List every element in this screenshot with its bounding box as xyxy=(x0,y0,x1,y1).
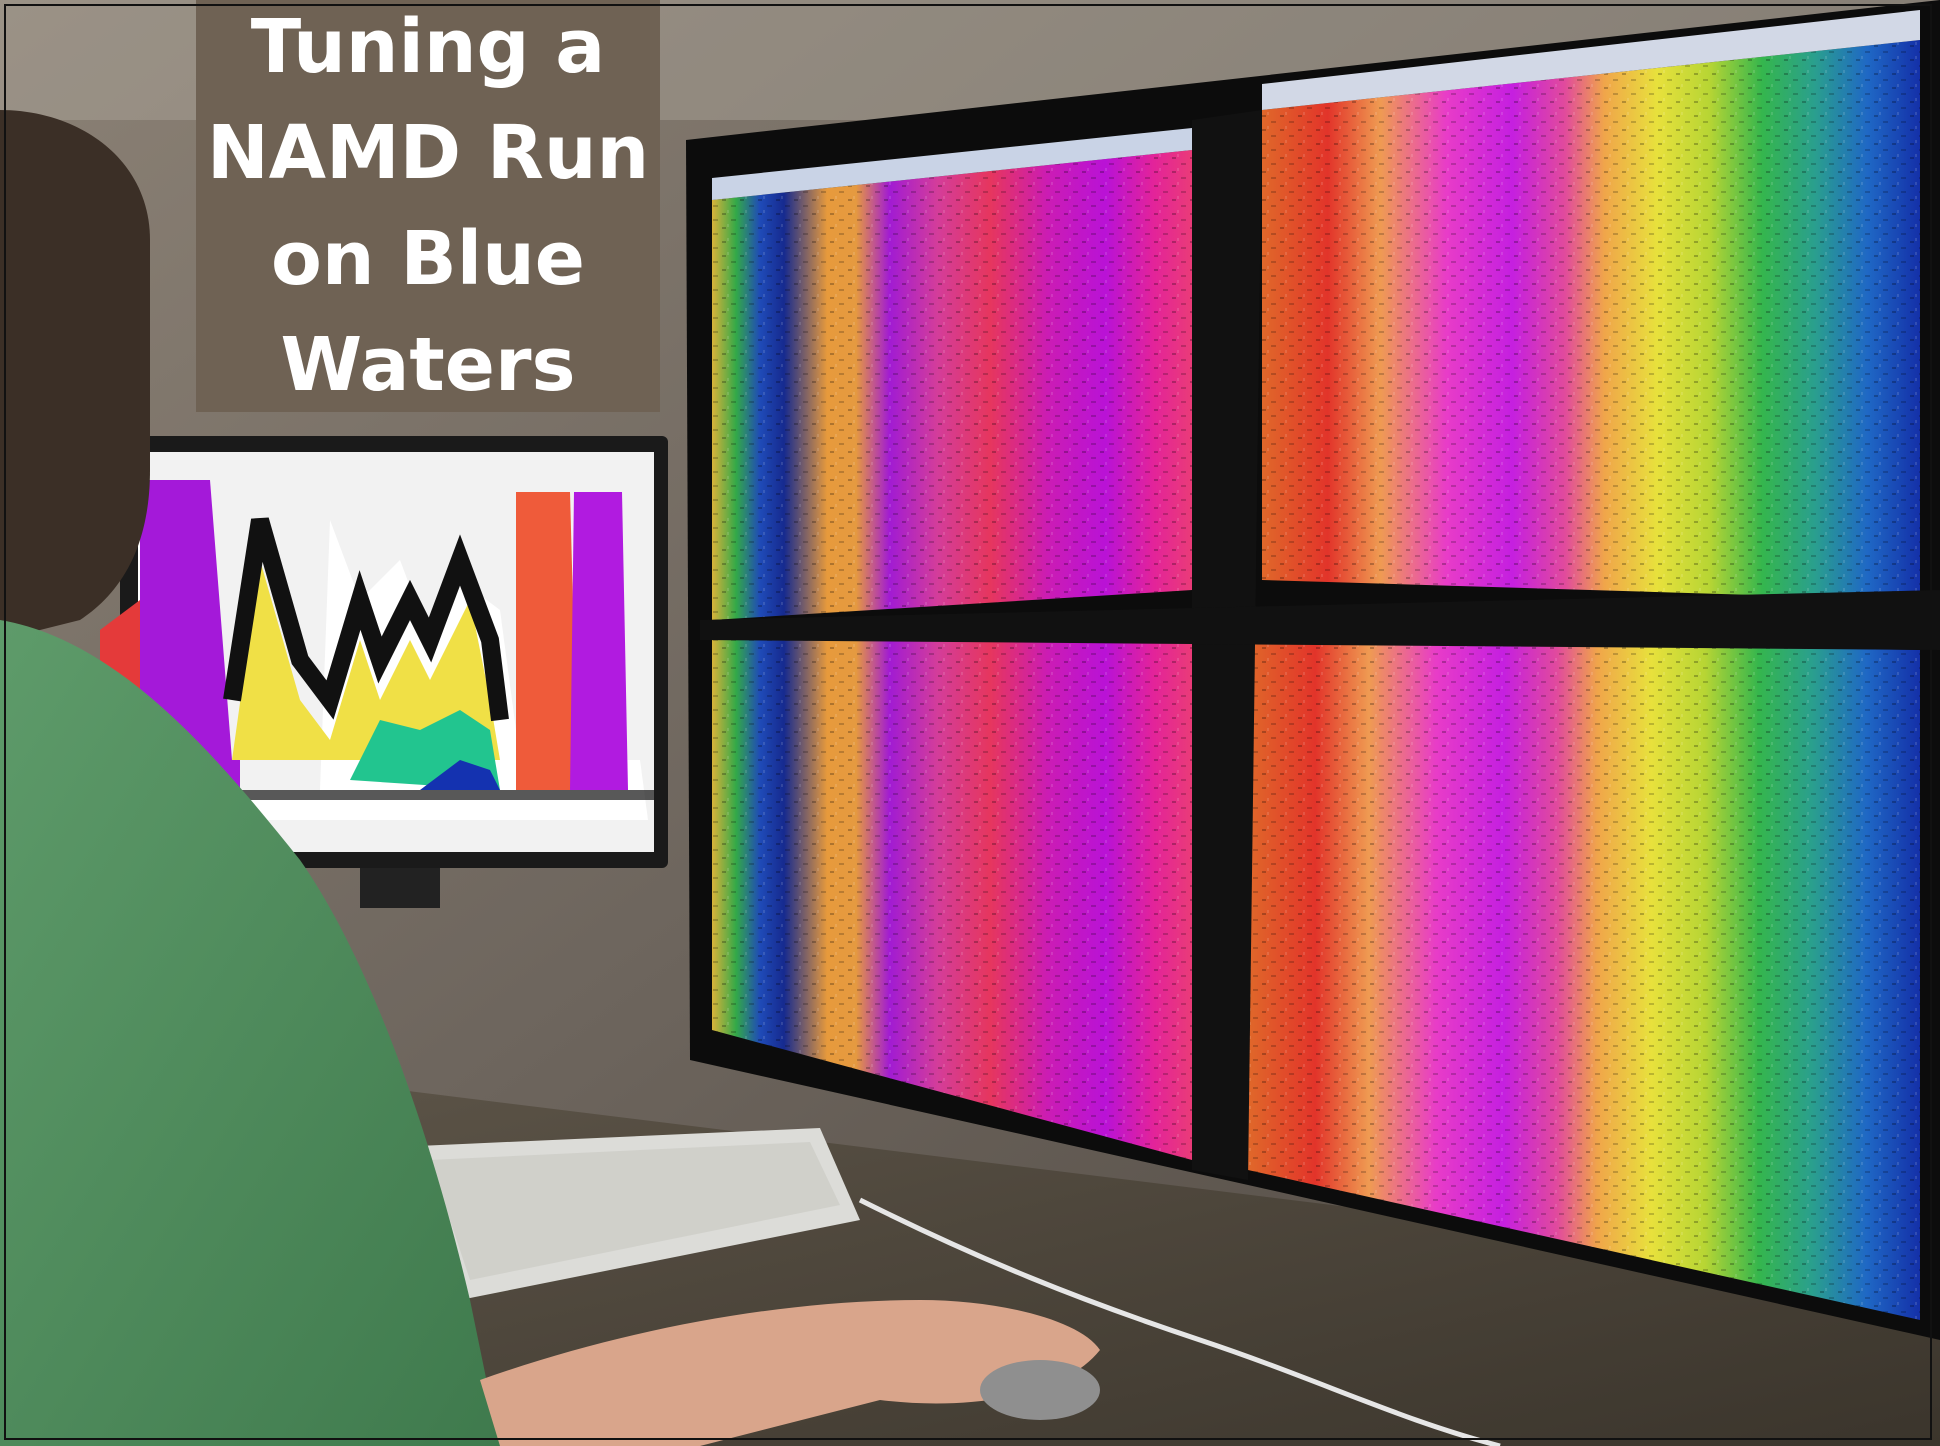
cable xyxy=(858,1197,1501,1446)
title-line-2: NAMD Run xyxy=(206,110,650,196)
person-head xyxy=(0,110,150,640)
title-line-1: Tuning a xyxy=(250,4,606,90)
left-monitor-stand xyxy=(360,868,440,908)
title-banner: Tuning a NAMD Run on Blue Waters xyxy=(196,0,660,412)
title-line-3: on Blue xyxy=(271,216,585,302)
mouse xyxy=(980,1360,1100,1420)
monitor-wall xyxy=(686,0,1940,1340)
person xyxy=(0,110,1100,1446)
title-line-4: Waters xyxy=(280,322,576,408)
person-arm xyxy=(480,1300,1100,1446)
person-shirt xyxy=(0,620,500,1446)
